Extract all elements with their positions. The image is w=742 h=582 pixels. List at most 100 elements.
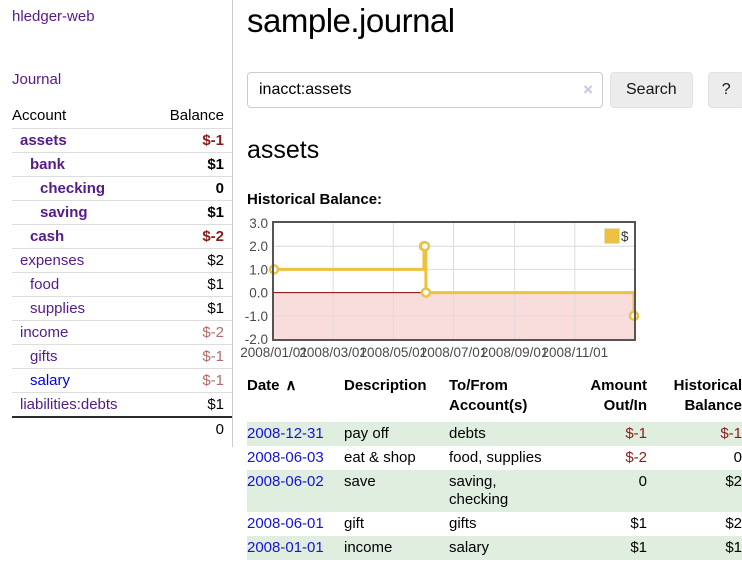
- account-balance: $-1: [150, 344, 232, 369]
- account-link-liabilities-debts[interactable]: liabilities:debts: [20, 395, 118, 413]
- account-row-saving: saving $1: [12, 200, 232, 225]
- register-header-description: Description: [344, 377, 427, 394]
- account-row-assets: assets $-1: [12, 128, 232, 153]
- account-balance: $-1: [150, 368, 232, 393]
- account-heading: assets: [247, 136, 320, 164]
- register-header-balance: Historical Balance: [673, 377, 742, 414]
- account-balance: $-2: [150, 224, 232, 249]
- transaction-accounts: food, supplies: [449, 449, 542, 466]
- transaction-date-link[interactable]: 2008-06-03: [247, 449, 324, 466]
- transaction-amount: 0: [638, 473, 647, 490]
- account-row-food: food $1: [12, 272, 232, 297]
- page-title: sample.journal: [247, 2, 455, 39]
- account-balance: $2: [150, 248, 232, 273]
- account-link-food[interactable]: food: [30, 275, 60, 293]
- account-balance: $-2: [150, 320, 232, 345]
- clear-search-icon[interactable]: ×: [583, 80, 593, 99]
- account-balance: $1: [150, 152, 232, 177]
- svg-text:2008/03/01: 2008/03/01: [299, 345, 367, 360]
- account-row-income: income $-2: [12, 320, 232, 345]
- svg-text:2.0: 2.0: [249, 239, 268, 254]
- transaction-balance: $1: [725, 539, 742, 556]
- account-row-liabilities-debts: liabilities:debts $1: [12, 392, 232, 417]
- svg-text:2008/01/01: 2008/01/01: [240, 345, 308, 360]
- transaction-description: save: [344, 473, 376, 490]
- transaction-date-link[interactable]: 2008-12-31: [247, 425, 324, 442]
- transaction-date-link[interactable]: 2008-06-01: [247, 515, 324, 532]
- account-link-income[interactable]: income: [20, 323, 69, 341]
- account-link-saving[interactable]: saving: [40, 203, 88, 221]
- svg-text:2008/05/01: 2008/05/01: [360, 345, 428, 360]
- transaction-description: pay off: [344, 425, 389, 442]
- account-link-gifts[interactable]: gifts: [30, 347, 58, 365]
- account-link-assets[interactable]: assets: [20, 131, 67, 149]
- accounts-table: Account Balance assets $-1 bank $1 check…: [12, 104, 232, 441]
- account-link-bank[interactable]: bank: [30, 155, 66, 173]
- account-link-salary[interactable]: salary: [30, 371, 71, 389]
- transaction-date-link[interactable]: 2008-01-01: [247, 539, 324, 556]
- transaction-accounts: salary: [449, 539, 490, 556]
- transaction-date-link[interactable]: 2008-06-02: [247, 473, 324, 490]
- svg-text:0.0: 0.0: [249, 286, 268, 301]
- transaction-amount: $-1: [625, 425, 647, 442]
- accounts-header-balance: Balance: [169, 107, 224, 124]
- register-row: 2008-06-01 gift gifts $1 $2: [247, 512, 742, 536]
- help-button[interactable]: ?: [707, 72, 742, 108]
- register-table: Date ∧ Description To/From Account(s) Amo…: [247, 372, 742, 560]
- search-form: × Search ?: [247, 72, 742, 108]
- main-content: sample.journal × Search ? assets Histori…: [233, 0, 742, 560]
- svg-text:2008/07/01: 2008/07/01: [420, 345, 488, 360]
- svg-text:$: $: [621, 229, 629, 244]
- svg-text:2008/09/01: 2008/09/01: [481, 345, 549, 360]
- transaction-balance: 0: [733, 449, 742, 466]
- account-balance: $1: [150, 200, 232, 225]
- register-header-date: Date ∧: [247, 377, 297, 394]
- register-row: 2008-06-02 save saving, checking 0 $2: [247, 470, 742, 512]
- accounts-total-row: 0: [12, 416, 232, 441]
- account-link-cash[interactable]: cash: [30, 227, 65, 245]
- account-balance: $-1: [150, 128, 232, 153]
- svg-text:3.0: 3.0: [249, 216, 268, 231]
- sidebar-item-journal[interactable]: Journal: [12, 71, 62, 88]
- svg-text:1.0: 1.0: [249, 262, 268, 277]
- account-balance: $1: [150, 296, 232, 321]
- sort-ascending-icon: ∧: [285, 377, 297, 394]
- account-row-gifts: gifts $-1: [12, 344, 232, 369]
- transaction-amount: $1: [630, 515, 647, 532]
- account-link-supplies[interactable]: supplies: [30, 299, 86, 317]
- account-balance: 0: [150, 176, 232, 201]
- sidebar-nav: Journal: [12, 71, 232, 88]
- transaction-accounts: gifts: [449, 515, 477, 532]
- account-link-checking[interactable]: checking: [40, 179, 106, 197]
- register-row: 2008-06-03 eat & shop food, supplies $-2…: [247, 446, 742, 470]
- app: hledger-web Journal Account Balance asse…: [12, 0, 742, 560]
- account-row-expenses: expenses $2: [12, 248, 232, 273]
- brand: hledger-web: [12, 8, 232, 25]
- search-input[interactable]: [247, 72, 603, 108]
- account-row-supplies: supplies $1: [12, 296, 232, 321]
- transaction-amount: $-2: [625, 449, 647, 466]
- account-row-checking: checking 0: [12, 176, 232, 201]
- account-row-bank: bank $1: [12, 152, 232, 177]
- account-row-salary: salary $-1: [12, 368, 232, 393]
- svg-text:-2.0: -2.0: [245, 332, 268, 347]
- register-header-row: Date ∧ Description To/From Account(s) Amo…: [247, 372, 742, 422]
- register-row: 2008-12-31 pay off debts $-1 $-1: [247, 422, 742, 446]
- brand-link[interactable]: hledger-web: [12, 8, 95, 25]
- transaction-amount: $1: [630, 539, 647, 556]
- account-link-expenses[interactable]: expenses: [20, 251, 85, 269]
- transaction-balance: $2: [725, 515, 742, 532]
- transaction-balance: $2: [725, 473, 742, 490]
- accounts-header-row: Account Balance: [12, 104, 232, 129]
- register-header-amount: Amount Out/In: [590, 377, 647, 414]
- search-button[interactable]: Search: [610, 72, 693, 108]
- transaction-description: eat & shop: [344, 449, 416, 466]
- accounts-total-value: 0: [150, 416, 232, 441]
- transaction-balance: $-1: [720, 425, 742, 442]
- chart-heading: Historical Balance:: [247, 191, 383, 208]
- transaction-accounts: debts: [449, 425, 486, 442]
- transaction-description: gift: [344, 515, 365, 532]
- transaction-accounts: saving, checking: [449, 473, 509, 508]
- account-balance: $1: [150, 392, 232, 417]
- accounts-header-account: Account: [12, 107, 67, 124]
